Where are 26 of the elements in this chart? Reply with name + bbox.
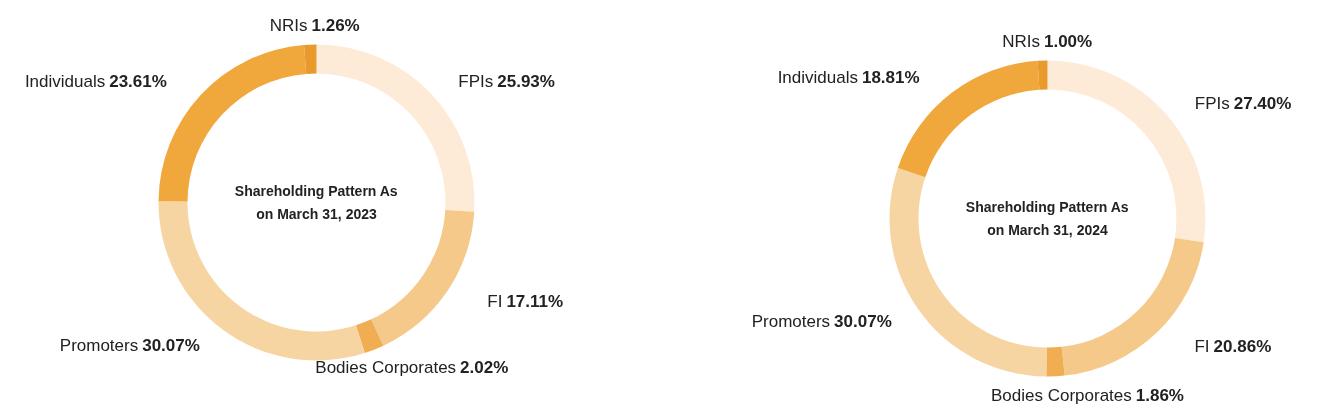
slice-label: FI bbox=[1194, 336, 1210, 356]
data-label: 2.02% bbox=[460, 357, 509, 377]
slice-label: FPIs bbox=[1194, 93, 1230, 113]
data-label: 25.93% bbox=[497, 71, 555, 91]
slice-label: Promoters bbox=[751, 311, 831, 331]
text: Shareholding Pattern As on March 31, 2023 bbox=[234, 183, 398, 222]
slice-label: Promoters bbox=[59, 335, 139, 355]
slice-label: NRIs bbox=[1002, 32, 1040, 52]
slice-label: FPIs bbox=[458, 71, 494, 91]
data-label: 20.86% bbox=[1213, 336, 1272, 356]
slice-label: Bodies Corporates bbox=[315, 357, 457, 377]
slice-label: NRIs bbox=[269, 16, 308, 36]
data-label: 1.26% bbox=[311, 16, 360, 36]
slice-label: Individuals bbox=[777, 68, 858, 88]
text: Shareholding Pattern As on March 31, 2024 bbox=[965, 199, 1129, 238]
data-label: 23.61% bbox=[109, 72, 167, 92]
data-label: 30.07% bbox=[142, 335, 200, 355]
data-label: 27.40% bbox=[1233, 93, 1292, 113]
slice-label: FI bbox=[487, 292, 503, 312]
data-label: 17.11% bbox=[506, 292, 564, 312]
slice-label: Bodies Corporates bbox=[990, 385, 1132, 405]
data-label: 30.07% bbox=[834, 311, 892, 331]
data-label: 18.81% bbox=[861, 68, 920, 88]
data-label: 1.00% bbox=[1043, 32, 1093, 52]
slice-label: Individuals bbox=[24, 72, 106, 92]
data-label: 1.86% bbox=[1135, 385, 1184, 405]
